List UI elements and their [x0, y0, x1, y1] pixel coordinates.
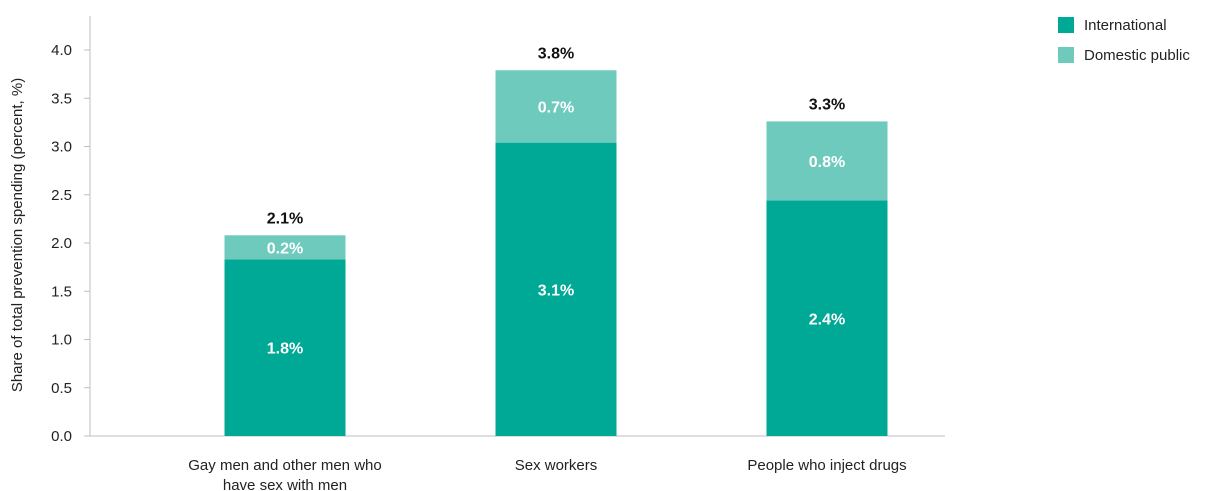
legend-swatch-international [1058, 17, 1074, 33]
y-tick-label: 1.0 [51, 332, 72, 349]
legend-item-international: International [1058, 14, 1190, 36]
bars [224, 70, 888, 436]
legend-label-international: International [1084, 16, 1167, 34]
x-category-label: Sex workers [515, 457, 598, 474]
y-axis-title: Share of total prevention spending (perc… [9, 78, 26, 392]
bar-segment-international [495, 142, 617, 436]
bar-segment-domestic-public [766, 121, 888, 201]
y-tick-label: 3.0 [51, 139, 72, 156]
bar-segment-international [224, 259, 346, 436]
y-tick-label: 2.5 [51, 187, 72, 204]
bar-segment-value-label: 3.1% [538, 282, 574, 299]
y-tick-label: 3.5 [51, 90, 72, 107]
y-tick-label: 2.0 [51, 235, 72, 252]
bar-total-label: 2.1% [267, 210, 303, 227]
bar-segment-value-label: 2.4% [809, 311, 845, 328]
bar-labels: 1.8% 0.2% 2.1% 3.1% 0.7% 3.8% 2.4% 0.8% 3.3% [267, 45, 845, 357]
y-tick-label: 4.0 [51, 42, 72, 59]
y-axis: 0.0 0.5 1.0 1.5 2.0 2.5 3.0 3.5 4.0 [51, 16, 91, 445]
bar-total-label: 3.3% [809, 96, 845, 113]
bar-segment-domestic-public [224, 235, 346, 260]
legend-swatch-domestic-public [1058, 47, 1074, 63]
bar-total-label: 3.8% [538, 45, 574, 62]
bar-segment-value-label: 0.2% [267, 240, 303, 257]
legend: International Domestic public [1058, 14, 1190, 74]
bar-segment-value-label: 0.8% [809, 154, 845, 171]
y-tick-label: 0.5 [51, 380, 72, 397]
bar-segment-value-label: 0.7% [538, 99, 574, 116]
y-tick-label: 1.5 [51, 283, 72, 300]
legend-item-domestic-public: Domestic public [1058, 44, 1190, 66]
x-category-label: People who inject drugs [747, 457, 906, 474]
bar-segment-domestic-public [495, 70, 617, 143]
bar-segment-value-label: 1.8% [267, 341, 303, 358]
x-category-label: Gay men and other men who have sex with m… [188, 457, 381, 491]
legend-label-domestic-public: Domestic public [1084, 46, 1190, 64]
bar-segment-international [766, 200, 888, 436]
x-axis: Gay men and other men who have sex with m… [90, 435, 945, 491]
y-tick-label: 0.0 [51, 428, 72, 445]
